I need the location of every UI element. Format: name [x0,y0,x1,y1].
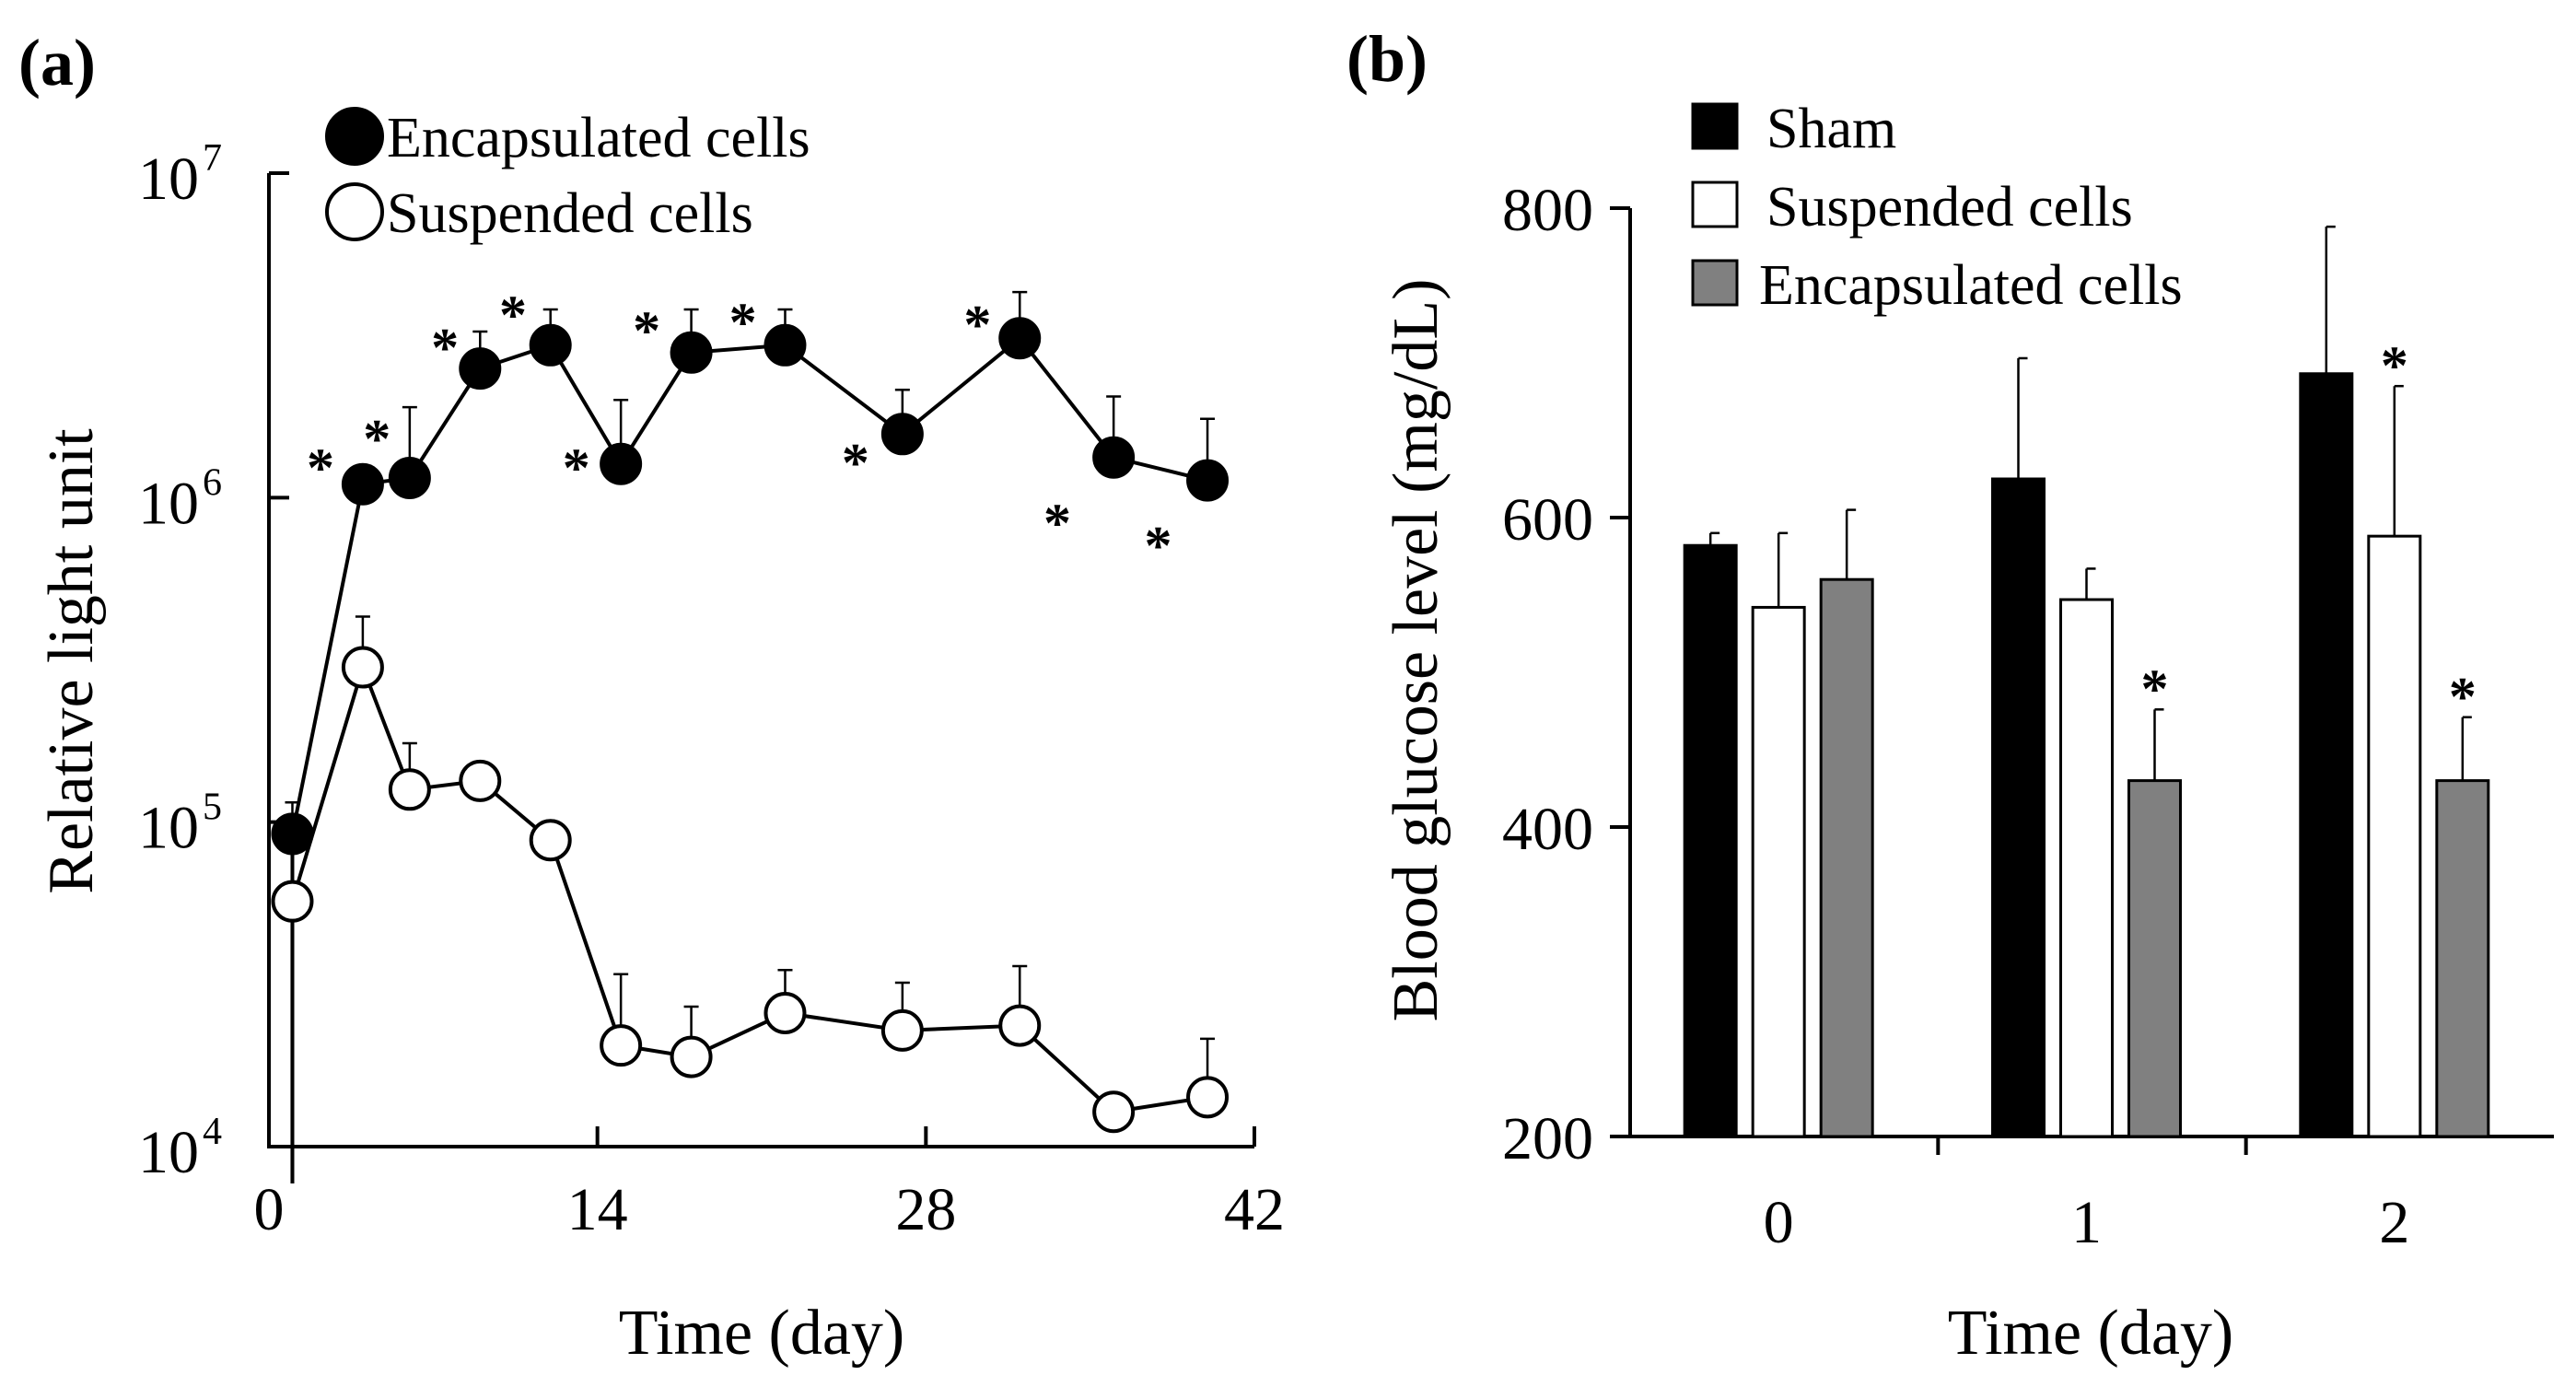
panel-a-x-ticks: 0 14 28 42 [254,1126,1285,1243]
legend-encapsulated-label-b: Encapsulated cells [1759,254,2183,317]
y-tick-label: 600 [1502,486,1593,554]
encapsulated-point [763,323,807,367]
significance-star: * [563,437,590,498]
suspended-point [388,768,431,811]
legend-sham-label: Sham [1766,98,1896,160]
bar-sham [1683,543,1738,1138]
panel-b-label: (b) [1346,22,1428,96]
suspended-point [998,1004,1042,1047]
significance-star: * [842,432,869,493]
legend-sham-swatch [1691,102,1739,150]
significance-star: * [363,408,390,469]
x-tick-label: 42 [1224,1176,1285,1243]
panel-b-plot-area: * * * [1683,225,2490,1138]
x-tick-label: 1 [2071,1189,2102,1256]
suspended-point [670,1035,713,1078]
significance-star: * [729,292,757,353]
legend-suspended-swatch [1691,181,1739,228]
suspended-point [1092,1090,1136,1134]
y-tick-label: 10 [138,146,199,213]
suspended-point [341,646,384,689]
panel-b-legend: Sham Suspended cells Encapsulated cells [1691,98,2183,317]
y-tick-label: 200 [1502,1105,1593,1172]
y-tick-label: 10 [138,795,199,862]
legend-encapsulated-marker [325,107,384,166]
suspended-point [271,880,314,923]
significance-star: * [2141,659,2169,719]
suspended-point [880,1008,924,1052]
legend-encapsulated-swatch [1691,259,1739,307]
suspended-point [529,819,572,862]
y-tick-exponent: 5 [203,787,222,829]
legend-encapsulated-label: Encapsulated cells [387,107,810,169]
y-tick-exponent: 4 [203,1111,222,1153]
panel-a-label: (a) [18,26,96,99]
panel-b: (b) 200 400 600 800 0 1 2 Blood glucose level… [1346,22,2554,1369]
encapsulated-point [998,317,1042,360]
bar-sham [1991,477,2046,1138]
encapsulated-series-line [290,335,1208,1183]
panel-b-x-ticks: 0 1 2 [1764,1136,2409,1256]
x-tick-label: 0 [1764,1189,1794,1256]
significance-star: * [963,294,991,355]
panel-b-y-axis-title: Blood glucose level (mg/dL) [1381,279,1451,1022]
y-tick-label: 10 [138,470,199,537]
suspended-point [459,759,502,802]
y-tick-exponent: 7 [203,137,222,180]
y-tick-label: 800 [1502,177,1593,244]
panel-a-legend: Encapsulated cells Suspended cells [325,107,810,245]
x-tick-label: 0 [254,1176,285,1243]
significance-star: * [431,318,459,379]
bar-encapsulated-cells [2435,779,2490,1138]
encapsulated-point [271,812,314,856]
encapsulated-point [670,331,713,374]
y-tick-label: 400 [1502,796,1593,863]
panel-a-x-axis-title: Time (day) [619,1298,904,1369]
bar-encapsulated-cells [2127,779,2182,1138]
bar-encapsulated-cells [1819,577,1874,1138]
y-tick-exponent: 6 [203,461,222,504]
bar-suspended-cells [2367,534,2422,1138]
encapsulated-point [1186,459,1230,502]
panel-b-y-ticks: 200 400 600 800 [1502,177,1630,1172]
panel-b-x-axis-title: Time (day) [1948,1298,2233,1369]
significance-star: * [2381,335,2408,396]
significance-star: * [499,285,527,345]
y-tick-label: 10 [138,1119,199,1186]
panel-a-plot-area: * * * * * * * * * * * [271,285,1230,1183]
encapsulated-point [341,462,384,506]
suspended-point [600,1024,643,1067]
bar-suspended-cells [2059,598,2114,1138]
legend-suspended-marker [325,182,384,241]
encapsulated-point [880,413,924,456]
bar-sham [2299,372,2354,1138]
suspended-point [763,991,807,1034]
encapsulated-point [388,456,431,499]
significance-star: * [633,300,660,361]
panel-a-y-axis-title: Relative light unit [36,428,107,894]
significance-star: * [2449,666,2477,727]
legend-suspended-label-b: Suspended cells [1766,176,2133,239]
encapsulated-point [600,442,643,485]
significance-star: * [307,437,334,498]
encapsulated-point [529,323,572,367]
suspended-point [1186,1076,1230,1119]
x-tick-label: 14 [567,1176,628,1243]
significance-star: * [1043,493,1071,554]
legend-suspended-label: Suspended cells [387,182,753,245]
encapsulated-point [1092,436,1136,479]
x-tick-label: 2 [2379,1189,2409,1256]
x-tick-label: 28 [895,1176,956,1243]
significance-star: * [1145,515,1172,576]
bar-suspended-cells [1751,605,1806,1138]
suspended-series-line [290,661,1208,1183]
encapsulated-point [459,347,502,390]
